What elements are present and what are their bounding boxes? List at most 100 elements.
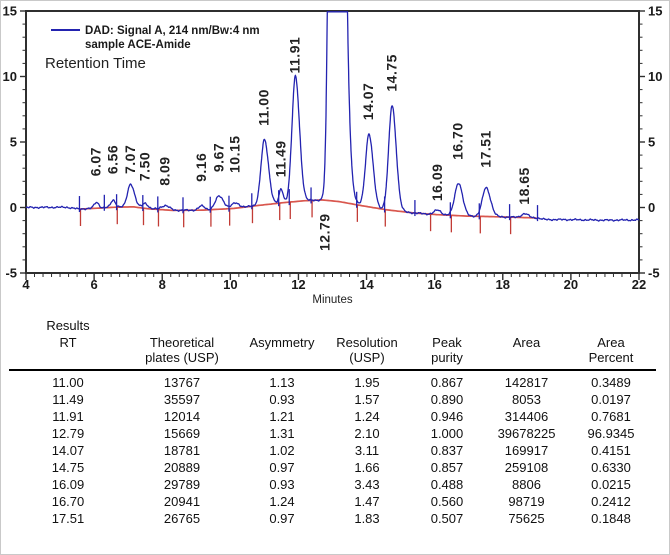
- table-cell: 16.09: [51, 477, 85, 492]
- x-tick-label: 22: [632, 277, 646, 292]
- table-cell: 96.9345: [587, 426, 635, 441]
- header-line: [566, 318, 656, 335]
- header-line: [487, 318, 566, 335]
- header-line: Percent: [588, 350, 634, 365]
- table-row: 16.70 20941 1.24 1.47 0.560 98719 0.2412: [9, 493, 656, 510]
- table-cell: 1.47: [354, 494, 380, 509]
- table-cell: 0.857: [430, 460, 464, 475]
- peak-rt-label: 7.50: [136, 152, 152, 181]
- table-cell: 1.000: [430, 426, 464, 441]
- table-cell: 0.2412: [591, 494, 631, 509]
- table-cell: 169917: [504, 443, 549, 458]
- y-tick-label-right: 5: [648, 135, 655, 150]
- table-cell: 0.867: [430, 375, 464, 390]
- table-cell: 35597: [163, 392, 201, 407]
- table-cell: 1.21: [269, 409, 295, 424]
- retention-time-label: Retention Time: [45, 55, 146, 72]
- table-cell: 15669: [163, 426, 201, 441]
- table-cell: 1.83: [354, 511, 380, 526]
- table-cell: 1.95: [354, 375, 380, 390]
- table-cell: 20941: [163, 494, 201, 509]
- y-tick-label-left: 5: [10, 135, 17, 150]
- table-cell: 3.43: [354, 477, 380, 492]
- table-cell: 142817: [504, 375, 549, 390]
- header-line: [407, 318, 487, 335]
- table-header-rule: [9, 369, 656, 371]
- results-table-header: Results RT Theoretical plates (USP) Asymmetr…: [9, 318, 656, 366]
- table-cell: 13767: [163, 375, 201, 390]
- table-cell: 98719: [508, 494, 545, 509]
- table-row: 11.49 35597 0.93 1.57 0.890 8053 0.0197: [9, 391, 656, 408]
- x-tick-label: 16: [427, 277, 441, 292]
- peak-rt-label: 18.65: [516, 167, 532, 205]
- table-cell: 0.890: [430, 392, 464, 407]
- header-cell: Theoretical plates (USP): [127, 318, 237, 366]
- peak-rt-label: 11.49: [272, 140, 288, 177]
- peak-rt-label: 11.00: [256, 89, 272, 126]
- table-cell: 1.02: [269, 443, 295, 458]
- y-tick-label-left: 15: [3, 4, 17, 19]
- x-axis-title: Minutes: [312, 294, 353, 306]
- table-cell: 1.24: [354, 409, 380, 424]
- peak-rt-label: 8.09: [157, 156, 173, 185]
- header-cell: Peak purity: [407, 318, 487, 366]
- table-cell: 1.57: [354, 392, 380, 407]
- table-cell: 26765: [163, 511, 201, 526]
- table-cell: 11.00: [52, 375, 84, 390]
- header-cell: Area: [487, 318, 566, 366]
- header-line: Theoretical: [149, 335, 215, 350]
- peak-rt-label: 12.79: [317, 213, 333, 251]
- chromatogram-plot: 4 6 8 10 12 14 16 18 20 22 15 15 10 10 5 5 0 0 -5 -5 Minutes…: [3, 4, 663, 307]
- table-cell: 0.93: [269, 392, 295, 407]
- x-tick-label: 10: [223, 277, 237, 292]
- table-cell: 259108: [504, 460, 549, 475]
- table-row: 11.00 13767 1.13 1.95 0.867 142817 0.3489: [9, 374, 656, 391]
- signal-trace: [25, 11, 639, 222]
- header-line: Peak: [432, 335, 462, 350]
- y-tick-label-left: 10: [3, 69, 17, 84]
- table-cell: 0.0215: [591, 477, 631, 492]
- header-line: [9, 350, 127, 366]
- table-cell: 0.0197: [591, 392, 631, 407]
- integration-baseline: [78, 199, 537, 219]
- header-line: Asymmetry: [249, 335, 315, 350]
- header-cell: Resolution (USP): [327, 318, 407, 366]
- x-tick-label: 20: [564, 277, 578, 292]
- table-cell: 17.51: [51, 511, 85, 526]
- results-table-section: Results RT Theoretical plates (USP) Asymmetr…: [1, 318, 669, 527]
- y-tick-label-right: 10: [648, 69, 662, 84]
- table-cell: 16.70: [51, 494, 85, 509]
- table-cell: 0.93: [269, 477, 295, 492]
- peak-rt-label: 7.07: [122, 145, 138, 174]
- table-cell: 12014: [163, 409, 201, 424]
- table-cell: 0.4151: [591, 443, 631, 458]
- table-cell: 0.560: [430, 494, 464, 509]
- table-cell: 75625: [508, 511, 545, 526]
- legend-sample-label: sample ACE-Amide: [85, 39, 191, 51]
- peak-rt-label: 16.09: [429, 164, 445, 202]
- table-cell: 14.75: [51, 460, 85, 475]
- x-tick-label: 4: [22, 277, 30, 292]
- table-cell: 39678225: [497, 426, 556, 441]
- table-cell: 11.49: [52, 392, 84, 407]
- peak-rt-label: 16.70: [450, 122, 466, 160]
- header-line: [487, 350, 566, 366]
- header-line: RT: [59, 335, 77, 350]
- table-cell: 0.507: [430, 511, 464, 526]
- table-cell: 12.79: [51, 426, 85, 441]
- table-cell: 0.946: [430, 409, 464, 424]
- y-tick-label-left: 0: [10, 200, 17, 215]
- peak-rt-label: 9.16: [193, 153, 209, 182]
- table-cell: 8806: [512, 477, 541, 492]
- header-line: [237, 350, 327, 366]
- table-cell: 0.7681: [591, 409, 631, 424]
- header-cell: Results RT: [9, 318, 127, 366]
- header-line: Resolution: [336, 335, 398, 350]
- header-cell: Asymmetry: [237, 318, 327, 366]
- table-cell: 29789: [163, 477, 201, 492]
- y-tick-label-right: 0: [648, 200, 655, 215]
- x-tick-label: 12: [291, 277, 305, 292]
- table-cell: 0.3489: [591, 375, 631, 390]
- peak-rt-label: 17.51: [477, 130, 493, 168]
- table-cell: 14.07: [51, 443, 85, 458]
